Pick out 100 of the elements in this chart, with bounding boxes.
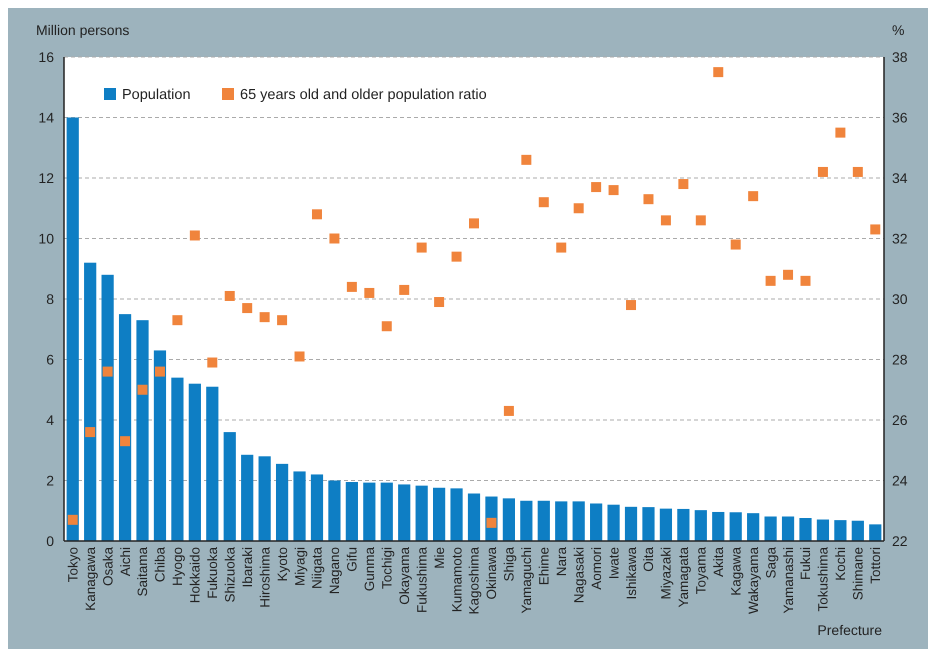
point: [678, 179, 688, 190]
x-tick-label: Miyagi: [292, 547, 308, 586]
x-tick-label: Hokkaido: [188, 547, 203, 604]
bar: [102, 274, 114, 541]
point: [294, 351, 305, 362]
x-tick-label: Okayama: [396, 546, 412, 605]
point: [207, 358, 218, 368]
point: [399, 284, 410, 295]
bar: [171, 378, 184, 541]
point: [190, 230, 200, 240]
x-tick-label: Iwate: [606, 547, 622, 580]
bar: [607, 504, 620, 541]
legend-label: Population: [122, 87, 191, 103]
bar: [188, 384, 201, 541]
point: [574, 203, 584, 214]
point: [486, 518, 496, 528]
bar: [276, 464, 288, 541]
point: [277, 315, 288, 326]
bar: [380, 482, 393, 541]
y-tick-label: 10: [38, 230, 54, 246]
y-axis-title: Million persons: [36, 22, 130, 38]
bar: [677, 508, 690, 541]
point: [852, 166, 863, 177]
x-tick-label: Osaka: [100, 546, 116, 586]
bar: [712, 512, 724, 541]
bar: [310, 474, 324, 541]
x-tick-label: Yamagata: [676, 546, 692, 608]
y-tick-label: 2: [46, 472, 54, 488]
point: [242, 303, 252, 314]
y2-tick-label: 28: [892, 351, 908, 368]
bar: [84, 262, 96, 541]
x-tick-label: Fukushima: [414, 546, 430, 614]
x-tick-label: Tokyo: [65, 547, 80, 582]
x-tick-label: Saitama: [135, 546, 150, 597]
x-tick-label: Toyama: [694, 546, 709, 594]
x-tick-label: Fukui: [798, 547, 814, 580]
bar: [416, 486, 428, 541]
x-tick-label: Kumamoto: [449, 547, 464, 612]
bar: [346, 482, 358, 541]
x-tick-label: Gunma: [362, 546, 378, 592]
bar: [293, 471, 306, 541]
y-tick-label: 14: [38, 109, 54, 126]
y2-axis-title: %: [892, 22, 904, 38]
point: [730, 240, 741, 250]
bar: [502, 498, 515, 541]
point: [818, 166, 828, 177]
bar: [450, 488, 463, 541]
point: [870, 224, 880, 234]
y-tick-label: 0: [46, 532, 54, 549]
bar: [747, 513, 760, 541]
x-tick-label: Yamaguchi: [519, 547, 534, 614]
bar: [241, 454, 254, 541]
point: [102, 366, 113, 377]
point: [434, 297, 444, 308]
x-tick-label: Hiroshima: [257, 546, 272, 608]
bar: [555, 501, 568, 541]
point: [556, 242, 566, 253]
x-tick-label: Yamanashi: [780, 547, 796, 614]
bar: [118, 314, 132, 541]
y2-tick-label: 32: [892, 230, 908, 246]
x-tick-label: Shimane: [850, 547, 866, 600]
x-tick-label: Hyogo: [170, 547, 186, 586]
bar: [258, 456, 271, 541]
bar: [642, 507, 655, 541]
bar: [624, 506, 638, 541]
bar: [782, 516, 794, 541]
bar: [520, 500, 532, 541]
point: [154, 366, 165, 377]
bar: [730, 512, 742, 541]
point: [835, 128, 846, 138]
x-tick-label: Nagano: [327, 547, 342, 594]
bar: [433, 488, 446, 541]
point: [783, 270, 794, 280]
x-tick-label: Ishikawa: [624, 546, 639, 600]
y2-tick-label: 38: [892, 48, 908, 65]
x-tick-label: Ibaraki: [240, 547, 255, 588]
point: [766, 276, 776, 286]
bar: [206, 386, 218, 541]
point: [329, 234, 340, 244]
point: [346, 282, 357, 292]
x-tick-label: Kyoto: [274, 547, 290, 582]
bar: [869, 524, 882, 541]
bar: [764, 516, 777, 541]
bar: [136, 320, 149, 541]
x-tick-label: Mie: [432, 547, 447, 569]
bar: [852, 520, 864, 541]
bar: [328, 480, 341, 541]
bar: [834, 520, 846, 541]
point: [713, 67, 724, 78]
x-tick-label: Kochi: [833, 547, 848, 581]
x-tick-label: Fukuoka: [205, 546, 220, 599]
point: [538, 197, 549, 208]
y-tick-label: 8: [46, 290, 54, 307]
point: [68, 514, 78, 525]
x-tick-label: Oita: [641, 546, 656, 572]
point: [504, 406, 514, 416]
x-tick-label: Ehime: [536, 547, 552, 586]
x-tick-label: Aichi: [118, 547, 133, 576]
bar: [538, 500, 550, 541]
y2-tick-label: 26: [892, 412, 908, 428]
